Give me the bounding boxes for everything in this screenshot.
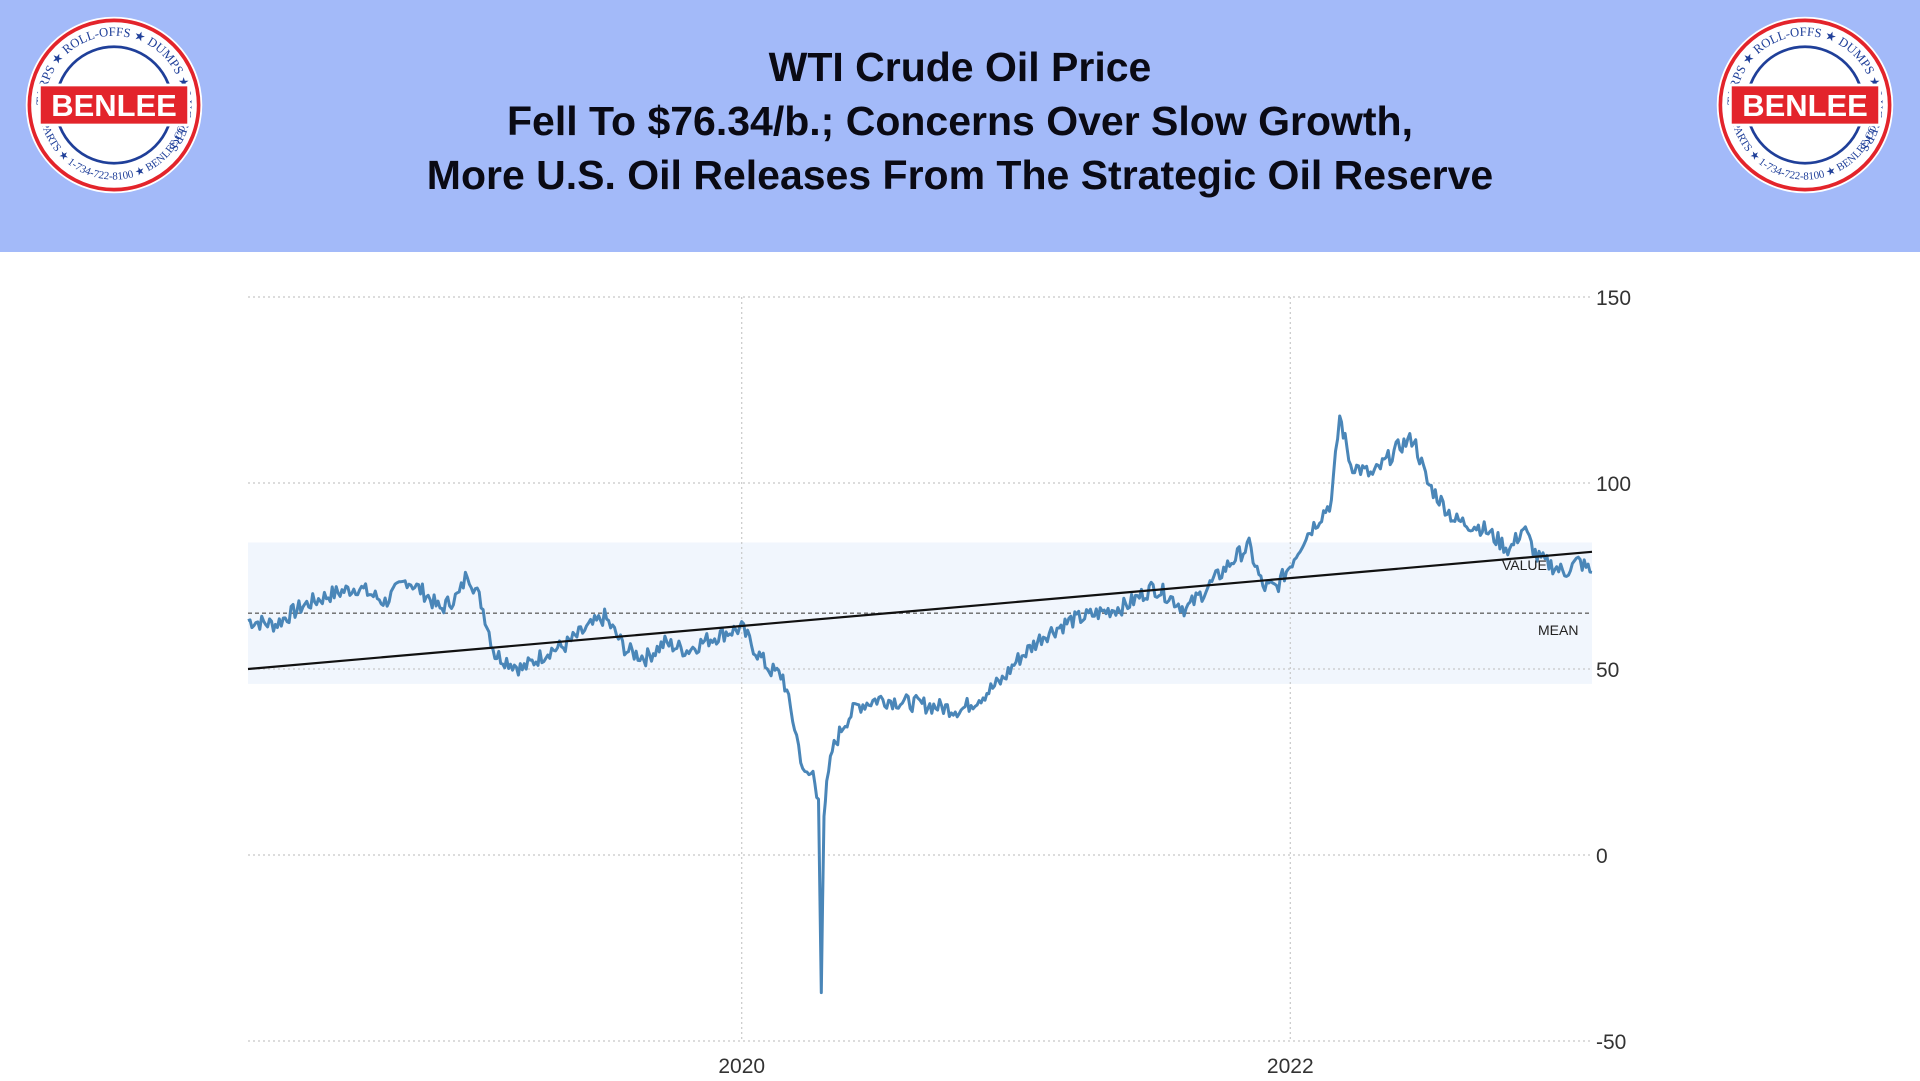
benlee-logo-right: TARPS ★ ROLL-OFFS ★ DUMPS ★ LUGGERS PART… <box>1716 16 1894 194</box>
x-tick-label: 2020 <box>718 1055 765 1078</box>
title-line-1: WTI Crude Oil Price <box>768 44 1152 90</box>
title-line-3: More U.S. Oil Releases From The Strategi… <box>426 152 1494 198</box>
oil-price-chart: 150 100 50 0 -50 2020 2022 MEAN VALUE <box>247 287 1631 1078</box>
page-title: WTI Crude Oil Price Fell To $76.34/b.; C… <box>260 40 1660 202</box>
y-tick-label: 50 <box>1596 659 1619 682</box>
x-tick-label: 2022 <box>1267 1055 1314 1078</box>
trend-line <box>247 550 1593 671</box>
header-banner: WTI Crude Oil Price Fell To $76.34/b.; C… <box>0 0 1920 252</box>
price-series-line <box>247 414 1593 995</box>
y-tick-label: 150 <box>1596 287 1631 310</box>
last-value-label: VALUE <box>1502 557 1547 573</box>
logo-brand-text: BENLEE <box>1742 88 1868 123</box>
y-tick-label: 100 <box>1596 473 1631 496</box>
benlee-logo-left: TARPS ★ ROLL-OFFS ★ DUMPS ★ LUGGERS PART… <box>25 16 203 194</box>
mean-label: MEAN <box>1538 622 1578 638</box>
y-tick-label: 0 <box>1596 845 1608 868</box>
title-line-2: Fell To $76.34/b.; Concerns Over Slow Gr… <box>506 98 1413 144</box>
logo-brand-text: BENLEE <box>51 88 177 123</box>
chart-area: 150 100 50 0 -50 2020 2022 MEAN VALUE <box>0 252 1920 1081</box>
y-tick-label: -50 <box>1596 1031 1626 1054</box>
